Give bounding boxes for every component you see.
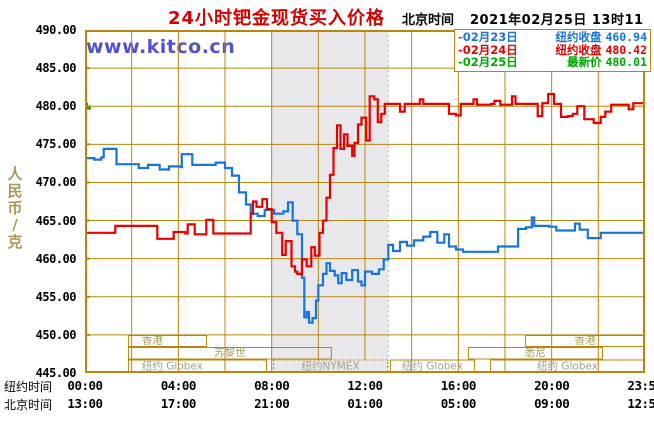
y-axis-tick-label: 455.00: [35, 289, 77, 304]
kitco-watermark: www.kitco.cn: [86, 36, 236, 58]
legend-value: 460.94: [605, 30, 647, 44]
unit-char: 克: [7, 233, 23, 251]
x-axis-time-label: 05:00: [440, 396, 477, 411]
x-axis-time-label: 12:00: [347, 378, 383, 393]
x-axis-time-label: 12:59: [627, 396, 654, 411]
session-label: 苏黎世: [214, 346, 246, 359]
legend-label: 纽约收盘: [555, 30, 602, 44]
x-axis-time-label: 13:00: [67, 396, 103, 411]
legend-value: 480.42: [605, 42, 647, 57]
session-label: 纽约NYMEX: [302, 360, 360, 373]
x-axis-time-label: 16:00: [440, 378, 477, 393]
x-axis-time-label: 01:00: [347, 396, 383, 411]
unit-char: /: [12, 216, 18, 234]
x-axis-time-label: 04:00: [160, 378, 197, 393]
x-axis-time-label: 09:00: [534, 396, 570, 411]
bj-time-axis-label: 北京时间: [4, 398, 53, 412]
legend-item: -02月23日 纽约收盘 460.94: [458, 31, 647, 44]
session-label: 纽约 Globex: [537, 360, 598, 373]
y-axis-tick-label: 475.00: [35, 137, 77, 152]
price-line-series-1: [85, 92, 645, 275]
ny-time-axis-label: 纽约时间: [4, 380, 53, 394]
y-axis-tick-label: 480.00: [35, 99, 77, 114]
legend-item: -02月25日 最新价 480.01: [458, 56, 647, 69]
price-line-series-0: [85, 147, 645, 324]
legend-date: -02月23日: [458, 30, 518, 44]
session-label: 纽约 Globex: [142, 360, 203, 373]
y-axis-tick-label: 465.00: [35, 213, 77, 228]
y-axis-tick-label: 450.00: [35, 327, 77, 342]
x-axis-time-label: 08:00: [254, 378, 290, 393]
legend: -02月23日 纽约收盘 460.94 -02月24日 纽约收盘 480.42 -02月25…: [454, 29, 651, 72]
session-label: 纽约 Globex: [402, 360, 463, 373]
session-label: 香港: [142, 335, 163, 347]
x-axis-time-label: 20:00: [534, 378, 570, 393]
x-axis-time-label: 00:00: [67, 378, 103, 393]
unit-char: 人: [7, 165, 23, 183]
session-box: [127, 335, 208, 347]
session-label: 悉尼: [525, 347, 546, 359]
legend-value: 480.01: [605, 55, 647, 69]
x-axis-time-label: 17:00: [160, 396, 197, 411]
session-label: 香港: [575, 335, 596, 347]
x-axis-bj-row: 北京时间 13:00 17:00 21:00 01:00 05:00 09:00 12:59: [0, 395, 654, 412]
y-axis-tick-label: 490.00: [35, 23, 77, 37]
y-axis-unit-label: 人民币 / 克: [6, 166, 24, 251]
legend-date: -02月25日: [458, 55, 518, 69]
y-axis-tick-label: 470.00: [35, 175, 77, 190]
unit-char: 民: [7, 182, 23, 200]
session-box: [127, 347, 332, 360]
x-axis-time-label: 23:59: [627, 378, 654, 393]
y-axis-labels: 490.00 485.00 480.00 475.00 470.00 465.00 460.…: [0, 0, 80, 424]
beijing-time-label: 北京时间: [402, 13, 455, 28]
legend-label: 纽约收盘: [555, 42, 602, 57]
y-axis-tick-label: 485.00: [35, 61, 77, 76]
x-axis-ny-row: 纽约时间 00:00 04:00 08:00 12:00 16:00 20:00 23:59: [0, 377, 654, 394]
x-axis-time-label: 21:00: [254, 396, 290, 411]
session-box: [273, 359, 389, 373]
session-box: [467, 347, 603, 360]
plot-frame: [85, 30, 645, 373]
y-axis-tick-label: 460.00: [35, 251, 77, 266]
page-title: 24小时钯金现货买入价格: [168, 8, 386, 29]
plot-area: 香港 香港 苏黎世 悉尼 纽约 Globex 纽约NYMEX 纽约 Globex 纽约 Glo…: [85, 30, 645, 373]
legend-item: -02月24日 纽约收盘 480.42: [458, 42, 647, 57]
unit-char: 币: [7, 199, 23, 217]
legend-label: 最新价: [566, 55, 602, 69]
y-axis-tick-label: 445.00: [35, 366, 77, 380]
legend-date: -02月24日: [458, 42, 518, 57]
